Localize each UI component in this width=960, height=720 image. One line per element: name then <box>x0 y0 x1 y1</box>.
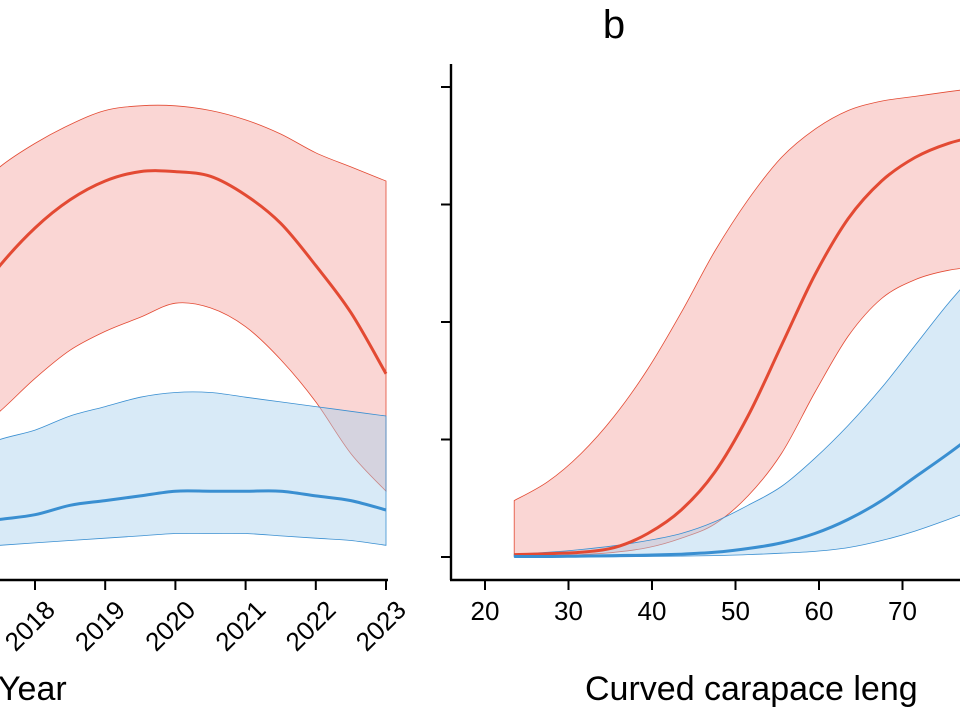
panel-b-ci-band-1 <box>513 289 960 558</box>
panel-a-x-ticks: 2018 2019 2020 2021 2022 2023 <box>0 580 412 657</box>
panel-a-line-1 <box>0 489 387 521</box>
panel-b-ci-bands <box>513 89 960 558</box>
panel-a-x-tick-label: 2021 <box>209 595 271 657</box>
panel-b: b 20 30 40 50 60 70 Curved carapace leng <box>441 3 960 708</box>
panel-b-title: b <box>603 3 625 47</box>
panel-a-x-tick-label: 2019 <box>69 595 131 657</box>
panel-a-line-0 <box>0 169 388 375</box>
panel-a-ci-bands <box>0 104 387 546</box>
panel-a-x-tick-label: 2023 <box>350 595 412 657</box>
panel-b-line-0 <box>514 138 960 557</box>
panel-b-ci-band-0 <box>513 89 960 557</box>
panel-b-x-axis-title: Curved carapace leng <box>585 670 918 708</box>
panel-b-lines <box>514 138 960 559</box>
panel-a-x-tick-label: 2022 <box>280 595 342 657</box>
panel-b-x-ticks: 20 30 40 50 60 70 <box>471 580 917 626</box>
panel-b-line-1 <box>514 443 960 559</box>
panel-b-x-tick-label: 20 <box>471 596 500 626</box>
panel-b-x-tick-label: 40 <box>638 596 667 626</box>
panel-a-ci-band-1 <box>0 391 387 546</box>
panel-b-y-ticks <box>441 86 451 558</box>
panel-a-x-tick-label: 2020 <box>139 595 201 657</box>
panel-a-x-tick-label: 2018 <box>0 595 61 657</box>
panel-b-x-tick-label: 70 <box>888 596 917 626</box>
panel-b-x-tick-label: 30 <box>554 596 583 626</box>
panel-a-x-axis-title: Year <box>0 670 67 708</box>
panel-a: 2018 2019 2020 2021 2022 2023 Year <box>0 104 412 708</box>
panel-b-x-tick-label: 60 <box>805 596 834 626</box>
panel-a-lines <box>0 169 388 521</box>
panel-b-x-tick-label: 50 <box>721 596 750 626</box>
